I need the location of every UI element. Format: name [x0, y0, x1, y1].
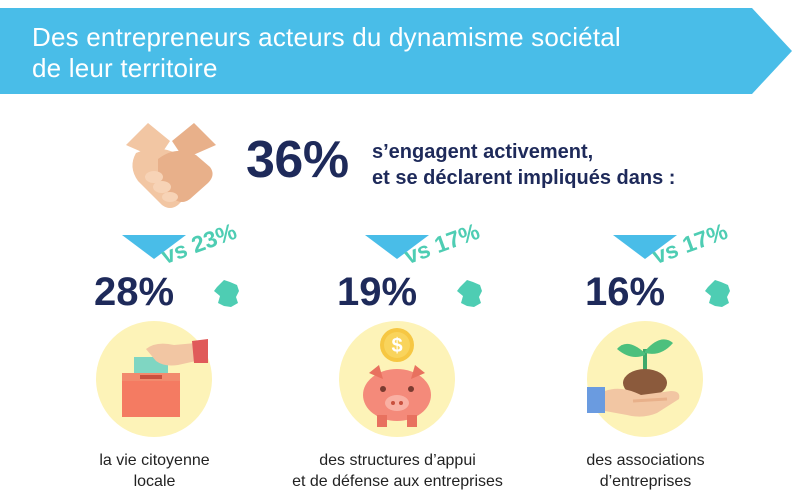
- stat-comparison: vs 17%: [400, 217, 483, 270]
- down-arrow-icon: [122, 235, 186, 259]
- stat-column-business-associations: 16% vs 17% des associations d’entreprise…: [553, 218, 800, 500]
- title-banner: Des entrepreneurs acteurs du dynamisme s…: [0, 8, 800, 94]
- piggy-bank-icon: $: [363, 328, 431, 427]
- stat-percent: 19%: [337, 270, 418, 314]
- down-arrow-icon: [365, 235, 429, 259]
- stat-column-citizen-life: 28% vs 23% la vie citoyenne locale: [62, 218, 322, 500]
- page-title-line-1: Des entrepreneurs acteurs du dynamisme s…: [32, 22, 621, 52]
- stat-caption: des associations d’entreprises: [533, 450, 758, 492]
- stat-caption: des structures d’appui et de défense aux…: [285, 450, 510, 492]
- stat-caption-line-1: des associations: [586, 452, 705, 469]
- page-title: Des entrepreneurs acteurs du dynamisme s…: [32, 22, 712, 84]
- stat-caption-line-2: locale: [133, 473, 176, 490]
- stat-percent: 28%: [94, 270, 175, 314]
- headline-line-1: s’engagent activement,: [372, 141, 594, 163]
- stat-comparison: vs 23%: [157, 217, 240, 270]
- ballot-box-icon: [122, 339, 208, 417]
- handshake-icon: [126, 123, 216, 208]
- stat-caption-line-2: d’entreprises: [599, 473, 692, 490]
- svg-text:$: $: [391, 335, 402, 357]
- stat-percent: 16%: [585, 270, 666, 314]
- down-arrow-icon: [613, 235, 677, 259]
- headline-text: s’engagent activement, et se déclarent i…: [372, 139, 675, 191]
- france-map-icon: [214, 280, 239, 307]
- banner-arrow-shape: [0, 8, 792, 94]
- stat-caption: la vie citoyenne locale: [42, 450, 267, 492]
- stat-caption-line-1: des structures d’appui: [319, 452, 476, 469]
- france-map-icon: [457, 280, 482, 307]
- stat-comparison: vs 17%: [648, 217, 731, 270]
- headline-line-2: et se déclarent impliqués dans :: [372, 167, 676, 189]
- plant-in-hand-icon: [587, 339, 680, 417]
- headline-percent: 36%: [246, 131, 349, 189]
- stat-caption-line-1: la vie citoyenne: [99, 452, 210, 469]
- page-title-line-2: de leur territoire: [32, 53, 218, 83]
- stat-column-support-structures: 19% vs 17% $ des structures d’appui et d…: [292, 218, 565, 500]
- france-map-icon: [705, 280, 730, 307]
- stat-caption-line-2: et de défense aux entreprises: [292, 473, 503, 490]
